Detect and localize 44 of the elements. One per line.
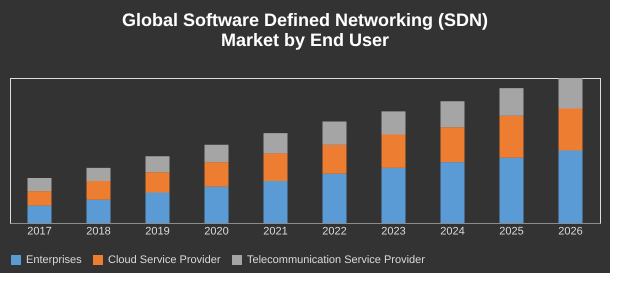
x-tick-label: 2019 [145,226,170,238]
bar [28,191,52,206]
x-tick-label: 2017 [27,226,52,238]
bar [558,150,582,223]
bar [558,78,582,108]
x-tick-label: 2021 [263,226,288,238]
bar [86,168,110,181]
bar [264,153,288,181]
bar [558,108,582,150]
bar [264,133,288,154]
legend-label: Cloud Service Provider [108,254,221,266]
bar [500,116,524,158]
bar [440,101,464,128]
bar [500,88,524,116]
bar [500,158,524,223]
bar [382,168,406,223]
bar [382,134,406,168]
x-tick-label: 2022 [322,226,347,238]
bar [146,172,170,193]
bar [204,186,228,223]
x-tick-label: 2020 [204,226,229,238]
chart-title: Global Software Defined Networking (SDN) Market by End User [122,10,488,50]
x-tick-label: 2024 [440,226,465,238]
legend-label: Telecommunication Service Provider [247,254,426,266]
bar [322,122,346,145]
x-tick-label: 2023 [381,226,406,238]
bar [204,162,228,187]
legend-label: Enterprises [26,254,82,266]
bar [440,162,464,223]
bar [146,192,170,223]
bar [382,111,406,135]
bar [264,180,288,223]
bar [86,200,110,223]
bar [146,156,170,172]
bar [204,144,228,162]
x-tick-label: 2018 [86,226,111,238]
bar [28,206,52,223]
x-tick-label: 2026 [558,226,583,238]
bar [322,174,346,223]
bar [28,178,52,192]
x-tick-label: 2025 [499,226,524,238]
bar [322,144,346,174]
bar [86,180,110,200]
bar [440,127,464,162]
